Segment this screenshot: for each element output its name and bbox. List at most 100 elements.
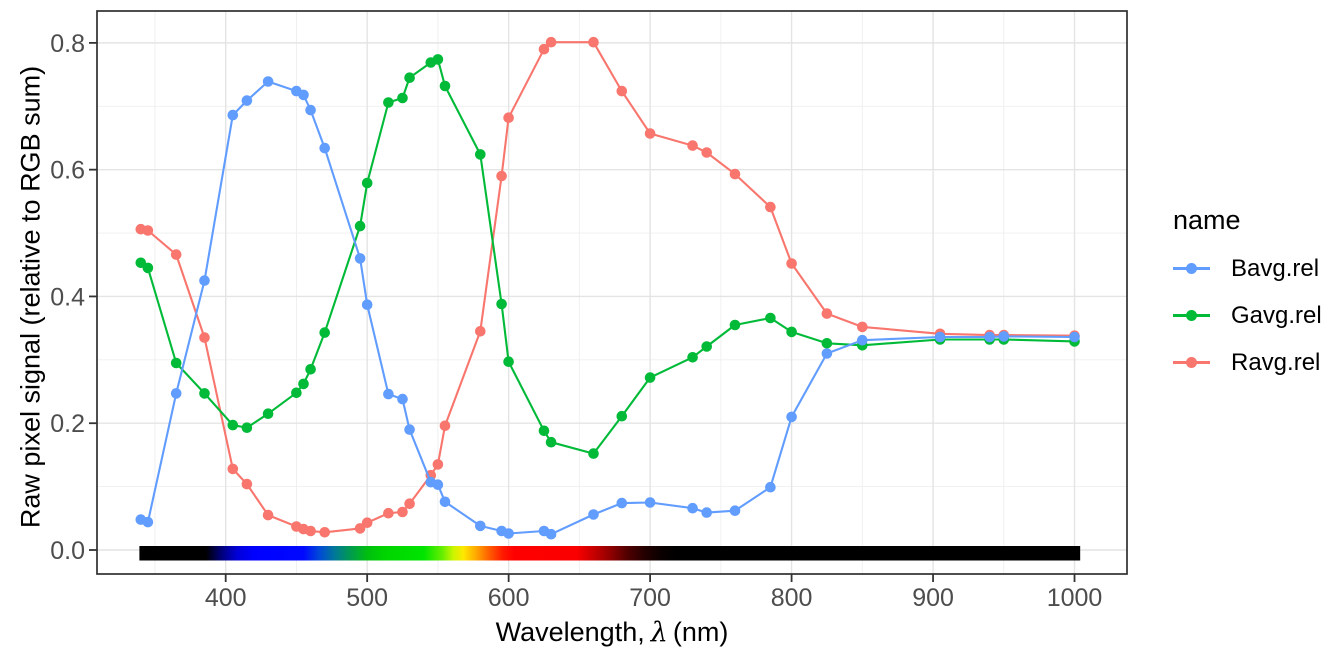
y-tick-label: 0.8 — [50, 30, 85, 58]
data-point-Bavg.rel — [857, 334, 868, 346]
data-point-Gavg.rel — [383, 97, 394, 108]
data-point-Bavg.rel — [383, 388, 394, 400]
data-point-Ravg.rel — [496, 170, 507, 182]
data-point-Bavg.rel — [687, 502, 698, 514]
legend-title: name — [1173, 205, 1241, 235]
data-point-Gavg.rel — [404, 72, 415, 83]
data-point-Gavg.rel — [227, 419, 239, 431]
data-point-Ravg.rel — [319, 527, 331, 538]
data-point-Gavg.rel — [199, 388, 210, 399]
data-point-Gavg.rel — [298, 378, 309, 390]
data-point-Ravg.rel — [170, 249, 182, 260]
data-point-Bavg.rel — [475, 520, 486, 532]
data-point-Gavg.rel — [786, 326, 797, 338]
data-point-Gavg.rel — [170, 357, 182, 369]
data-point-Bavg.rel — [503, 528, 514, 539]
y-tick-label: 0.4 — [50, 283, 85, 311]
data-point-Gavg.rel — [538, 425, 550, 437]
data-point-Bavg.rel — [786, 411, 797, 423]
data-point-Gavg.rel — [439, 80, 451, 92]
x-tick-label: 600 — [488, 584, 530, 612]
y-tick-label: 0.6 — [50, 157, 85, 185]
legend-items: Bavg.rel Gavg.rel Ravg.rel — [1173, 245, 1322, 386]
data-point-Bavg.rel — [729, 505, 741, 516]
data-point-Bavg.rel — [588, 509, 599, 520]
panel-background — [97, 11, 1127, 574]
data-point-Bavg.rel — [821, 348, 833, 359]
legend-label: Bavg.rel — [1231, 254, 1320, 282]
data-point-Gavg.rel — [319, 327, 331, 338]
data-point-Bavg.rel — [998, 331, 1010, 342]
data-point-Gavg.rel — [616, 410, 628, 422]
legend: name Bavg.rel Gavg.rel Ravg.rel — [1173, 204, 1322, 386]
data-point-Gavg.rel — [241, 422, 253, 434]
x-title-suffix: (nm) — [672, 617, 729, 647]
data-point-Ravg.rel — [354, 523, 366, 534]
data-point-Gavg.rel — [765, 312, 776, 324]
data-point-Gavg.rel — [262, 408, 274, 420]
data-point-Gavg.rel — [354, 220, 366, 232]
data-point-Bavg.rel — [616, 497, 628, 509]
data-point-Ravg.rel — [305, 525, 316, 537]
panel-border — [96, 10, 1128, 575]
legend-key-icon — [1173, 305, 1210, 327]
data-point-Bavg.rel — [262, 76, 274, 87]
data-point-Gavg.rel — [142, 262, 154, 274]
data-point-Bavg.rel — [354, 253, 366, 264]
data-point-Gavg.rel — [545, 436, 557, 448]
data-point-Ravg.rel — [786, 258, 797, 269]
data-point-Ravg.rel — [503, 112, 514, 123]
legend-item-Bavg.rel: Bavg.rel — [1173, 245, 1322, 292]
data-point-Ravg.rel — [821, 308, 833, 319]
data-point-Bavg.rel — [142, 516, 154, 528]
y-axis-title: Raw pixel signal (relative to RGB sum) — [15, 65, 46, 529]
data-point-Bavg.rel — [319, 142, 331, 154]
data-point-Gavg.rel — [475, 149, 486, 160]
legend-key-icon — [1173, 352, 1210, 374]
data-point-Bavg.rel — [298, 89, 309, 101]
data-point-Bavg.rel — [644, 497, 656, 508]
legend-label: Ravg.rel — [1231, 348, 1321, 376]
data-point-Gavg.rel — [644, 372, 656, 383]
x-tick-label: 1000 — [1047, 584, 1103, 612]
data-point-Gavg.rel — [291, 387, 302, 399]
y-tick-label: 0.2 — [50, 410, 85, 438]
data-point-Gavg.rel — [687, 352, 698, 363]
data-point-Ravg.rel — [383, 507, 394, 519]
legend-label: Gavg.rel — [1231, 301, 1322, 329]
data-point-Ravg.rel — [199, 332, 210, 343]
data-point-Bavg.rel — [404, 424, 415, 435]
data-point-Ravg.rel — [475, 326, 486, 337]
data-point-Ravg.rel — [545, 36, 557, 48]
data-point-Bavg.rel — [199, 275, 210, 286]
data-point-Gavg.rel — [729, 319, 741, 331]
data-point-Bavg.rel — [432, 479, 444, 491]
data-point-Ravg.rel — [588, 36, 599, 48]
x-tick-label: 400 — [205, 584, 247, 612]
data-point-Ravg.rel — [644, 128, 656, 139]
x-tick-label: 500 — [346, 584, 388, 612]
data-point-Bavg.rel — [934, 331, 946, 343]
y-tick-label: 0.0 — [50, 537, 85, 565]
data-point-Ravg.rel — [857, 321, 868, 333]
data-point-Bavg.rel — [1069, 331, 1080, 343]
data-point-Ravg.rel — [701, 147, 712, 158]
data-point-Gavg.rel — [305, 364, 316, 375]
legend-item-Gavg.rel: Gavg.rel — [1173, 292, 1322, 339]
data-point-Bavg.rel — [305, 104, 316, 116]
data-point-Ravg.rel — [227, 463, 239, 475]
data-point-Ravg.rel — [687, 140, 698, 151]
x-tick-label: 800 — [771, 584, 813, 612]
data-point-Bavg.rel — [170, 388, 182, 399]
data-point-Gavg.rel — [432, 54, 444, 65]
data-point-Gavg.rel — [503, 356, 514, 368]
data-point-Gavg.rel — [821, 338, 833, 349]
legend-key-dot — [1186, 310, 1197, 321]
data-point-Gavg.rel — [361, 177, 373, 189]
data-point-Ravg.rel — [765, 201, 776, 213]
data-point-Bavg.rel — [701, 507, 712, 518]
data-point-Gavg.rel — [397, 92, 408, 104]
legend-key-icon — [1173, 258, 1210, 280]
